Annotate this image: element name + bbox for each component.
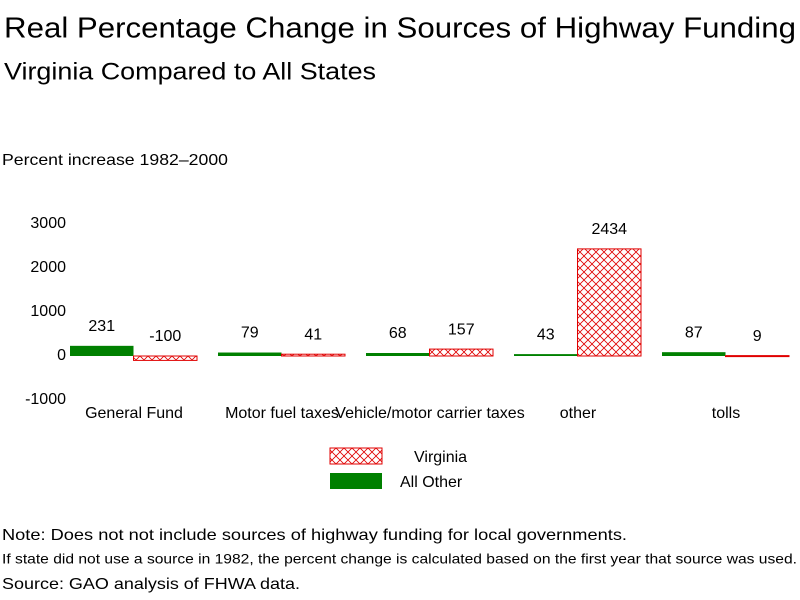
bar — [514, 354, 578, 356]
note: If state did not use a source in 1982, t… — [2, 551, 797, 567]
y-tick-label: 0 — [57, 347, 66, 364]
data-label: -100 — [149, 328, 181, 345]
legend-swatch — [329, 447, 383, 465]
x-tick-label: Vehicle/motor carrier taxes — [335, 405, 524, 422]
note: Note: Does not not include sources of hi… — [2, 527, 627, 544]
y-tick-label: 1000 — [30, 303, 66, 320]
y-tick-label: -1000 — [25, 391, 66, 408]
legend-label: All Other — [400, 474, 463, 491]
data-label: 157 — [448, 321, 475, 338]
data-label: 231 — [88, 318, 115, 335]
data-label: 9 — [753, 328, 762, 345]
bar — [429, 348, 494, 357]
data-label: 68 — [389, 325, 407, 342]
y-tick-label: 3000 — [30, 215, 66, 232]
data-label: 2434 — [591, 221, 627, 238]
bar — [281, 353, 346, 357]
bar — [725, 355, 790, 358]
bar — [70, 345, 134, 356]
legend-label: Virginia — [414, 449, 467, 466]
bar — [577, 248, 642, 357]
chart-subtitle: Virginia Compared to All States — [4, 58, 376, 85]
bar — [218, 352, 282, 356]
y-tick-label: 2000 — [30, 259, 66, 276]
legend-swatch — [330, 473, 382, 489]
chart-title: Real Percentage Change in Sources of Hig… — [4, 13, 796, 45]
data-label: 79 — [241, 325, 259, 342]
x-tick-label: Motor fuel taxes — [225, 405, 339, 422]
bar — [662, 352, 726, 356]
x-tick-label: tolls — [712, 405, 740, 422]
data-label: 87 — [685, 324, 703, 341]
y-axis-label: Percent increase 1982–2000 — [2, 152, 228, 169]
data-label: 41 — [304, 326, 322, 343]
bar — [366, 353, 430, 356]
x-tick-label: other — [560, 405, 597, 422]
source: Source: GAO analysis of FHWA data. — [2, 576, 300, 593]
bar — [133, 355, 198, 361]
x-tick-label: General Fund — [85, 405, 183, 422]
data-label: 43 — [537, 326, 555, 343]
